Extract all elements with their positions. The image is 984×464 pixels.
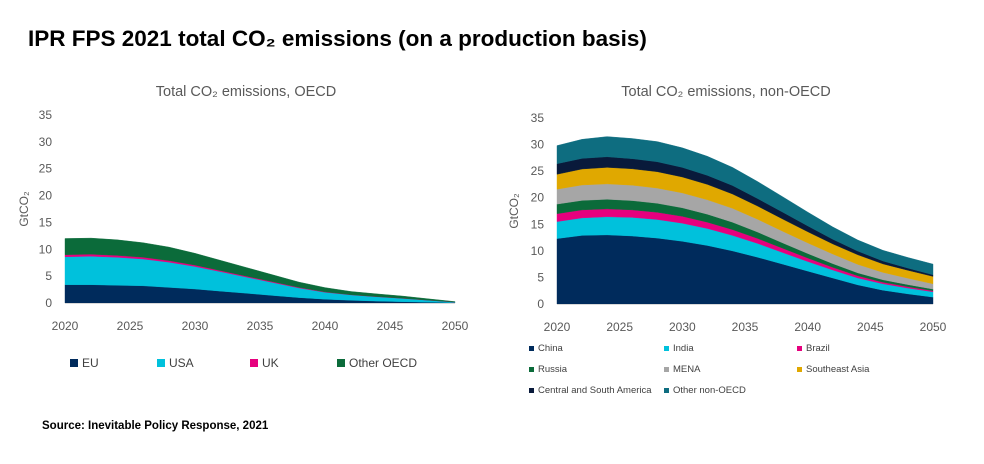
legend-swatch-southeast-asia [797,367,802,372]
x-tick-label: 2030 [182,319,209,333]
chart-title: Total CO₂ emissions, non-OECD [621,84,831,100]
x-tick-label: 2045 [377,319,404,333]
x-tick-label: 2020 [544,320,571,334]
y-tick-label: 35 [531,111,545,125]
legend-label-russia: Russia [538,364,568,375]
y-axis-label: GtCO₂ [17,191,31,227]
legend-label-southeast-asia: Southeast Asia [806,364,870,375]
legend-label-uk: UK [262,356,279,370]
legend-label-brazil: Brazil [806,343,830,354]
legend-swatch-central-and-south-america [529,388,534,393]
legend-label-usa: USA [169,356,194,370]
area-other-oecd [64,237,456,303]
y-tick-label: 20 [531,191,545,205]
x-tick-label: 2020 [52,319,79,333]
legend-swatch-other-oecd [337,359,345,367]
x-tick-label: 2030 [669,320,696,334]
source-note: Source: Inevitable Policy Response, 2021 [42,420,269,432]
legend-label-eu: EU [82,356,99,370]
y-tick-label: 15 [531,217,545,231]
y-tick-label: 0 [45,296,52,310]
x-tick-label: 2025 [117,319,144,333]
x-tick-label: 2045 [857,320,884,334]
y-tick-label: 20 [39,189,53,203]
x-tick-label: 2035 [732,320,759,334]
x-tick-label: 2040 [312,319,339,333]
y-tick-label: 15 [39,215,53,229]
legend-swatch-uk [250,359,258,367]
legend-label-other-non-oecd: Other non-OECD [673,385,746,396]
legend-swatch-mena [664,367,669,372]
legend-swatch-usa [157,359,165,367]
y-axis-label: GtCO₂ [507,193,521,229]
x-tick-label: 2050 [442,319,469,333]
legend-swatch-china [529,346,534,351]
legend-label-central-and-south-america: Central and South America [538,385,652,396]
y-tick-label: 30 [39,135,53,149]
legend-swatch-india [664,346,669,351]
legend-swatch-brazil [797,346,802,351]
y-tick-label: 25 [531,164,545,178]
area-series-group [556,136,934,305]
x-tick-label: 2050 [920,320,947,334]
y-tick-label: 5 [537,270,544,284]
legend-label-other-oecd: Other OECD [349,356,417,370]
legend-swatch-eu [70,359,78,367]
legend-label-china: China [538,343,564,354]
legend-swatch-russia [529,367,534,372]
y-tick-label: 30 [531,138,545,152]
y-tick-label: 0 [537,297,544,311]
legend-label-mena: MENA [673,364,701,375]
page-title: IPR FPS 2021 total CO₂ emissions (on a p… [28,26,647,51]
y-tick-label: 5 [45,269,52,283]
legend-label-india: India [673,343,694,354]
x-tick-label: 2035 [247,319,274,333]
y-tick-label: 35 [39,108,53,122]
chart-title: Total CO₂ emissions, OECD [156,84,336,100]
y-tick-label: 10 [531,244,545,258]
y-tick-label: 25 [39,162,53,176]
x-tick-label: 2025 [606,320,633,334]
area-other-non-oecd [556,136,934,276]
x-tick-label: 2040 [794,320,821,334]
legend-swatch-other-non-oecd [664,388,669,393]
y-tick-label: 10 [39,242,53,256]
